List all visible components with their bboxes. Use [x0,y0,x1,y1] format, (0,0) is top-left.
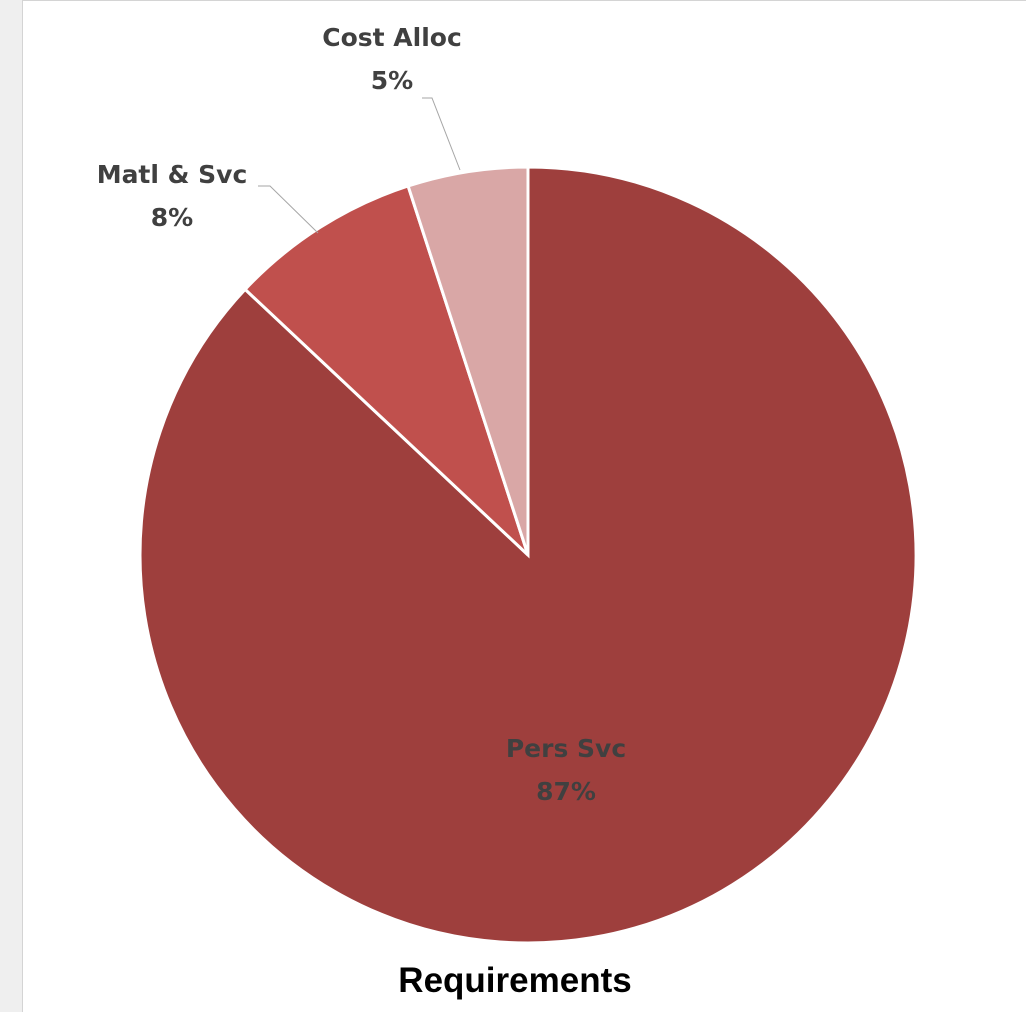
pie-slice [406,165,530,556]
slice-labels: Pers Svc 87% Matl & Svc 8% Cost Alloc 5% [97,23,626,806]
slice-value-label: 8% [151,203,193,232]
leader-lines [258,97,461,234]
slice-category-label: Cost Alloc [322,23,462,52]
leader-line [422,97,461,171]
leader-line [258,185,319,234]
slice-category-label: Pers Svc [506,734,626,763]
chart-caption: Requirements [398,961,631,1000]
slice-category-label: Matl & Svc [97,160,248,189]
pie-slice [243,184,530,557]
slice-value-label: 5% [371,66,413,95]
slice-value-label: 87% [536,777,596,806]
pie-slices [138,165,918,945]
